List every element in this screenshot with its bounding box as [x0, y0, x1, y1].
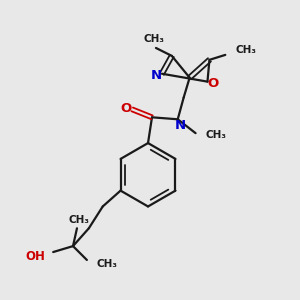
Text: N: N — [175, 119, 186, 132]
Text: CH₃: CH₃ — [97, 259, 118, 269]
Text: CH₃: CH₃ — [235, 45, 256, 55]
Text: O: O — [208, 77, 219, 90]
Text: O: O — [121, 102, 132, 115]
Text: CH₃: CH₃ — [68, 215, 89, 225]
Text: N: N — [150, 69, 161, 82]
Text: CH₃: CH₃ — [143, 34, 164, 44]
Text: CH₃: CH₃ — [206, 130, 226, 140]
Text: OH: OH — [26, 250, 45, 263]
